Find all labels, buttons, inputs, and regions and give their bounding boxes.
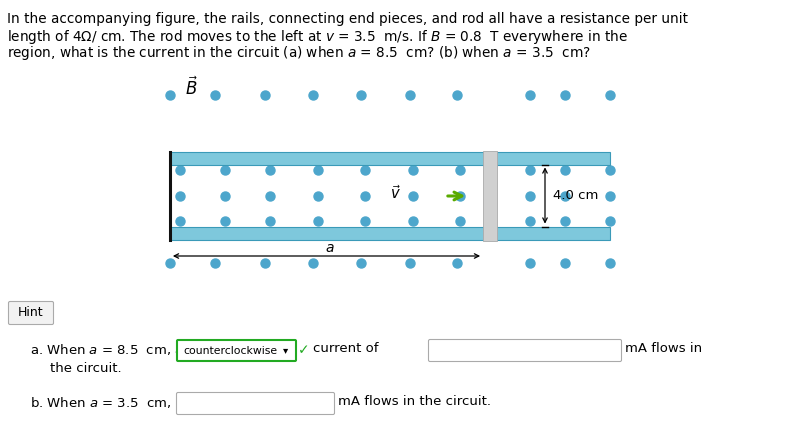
- Text: counterclockwise: counterclockwise: [183, 345, 277, 355]
- FancyBboxPatch shape: [177, 392, 334, 414]
- Bar: [170, 151, 610, 164]
- Bar: [170, 227, 610, 240]
- Text: $\vec{B}$: $\vec{B}$: [185, 77, 198, 99]
- Text: b. When $a$ = 3.5  cm,: b. When $a$ = 3.5 cm,: [30, 395, 171, 410]
- Text: mA flows in: mA flows in: [625, 342, 702, 355]
- Text: mA flows in the circuit.: mA flows in the circuit.: [338, 395, 491, 408]
- Text: current of: current of: [313, 342, 379, 355]
- Text: ✓: ✓: [298, 343, 310, 358]
- Text: region, what is the current in the circuit (a) when $a$ = 8.5  cm? (b) when $a$ : region, what is the current in the circu…: [7, 44, 590, 62]
- Text: In the accompanying figure, the rails, connecting end pieces, and rod all have a: In the accompanying figure, the rails, c…: [7, 12, 688, 26]
- FancyBboxPatch shape: [177, 340, 296, 361]
- Bar: [483, 151, 497, 240]
- Text: the circuit.: the circuit.: [50, 362, 122, 375]
- Text: $a$: $a$: [325, 241, 335, 255]
- Text: Hint: Hint: [18, 306, 44, 319]
- Text: a. When $a$ = 8.5  cm, a: a. When $a$ = 8.5 cm, a: [30, 342, 183, 357]
- FancyBboxPatch shape: [8, 302, 54, 325]
- Text: 4.0 cm: 4.0 cm: [553, 189, 599, 202]
- Text: ▾: ▾: [283, 345, 288, 355]
- Text: length of 4$\Omega$/ cm. The rod moves to the left at $v$ = 3.5  m/s. If $B$ = 0: length of 4$\Omega$/ cm. The rod moves t…: [7, 28, 628, 46]
- FancyBboxPatch shape: [428, 339, 621, 362]
- Text: $\vec{v}$: $\vec{v}$: [389, 184, 401, 202]
